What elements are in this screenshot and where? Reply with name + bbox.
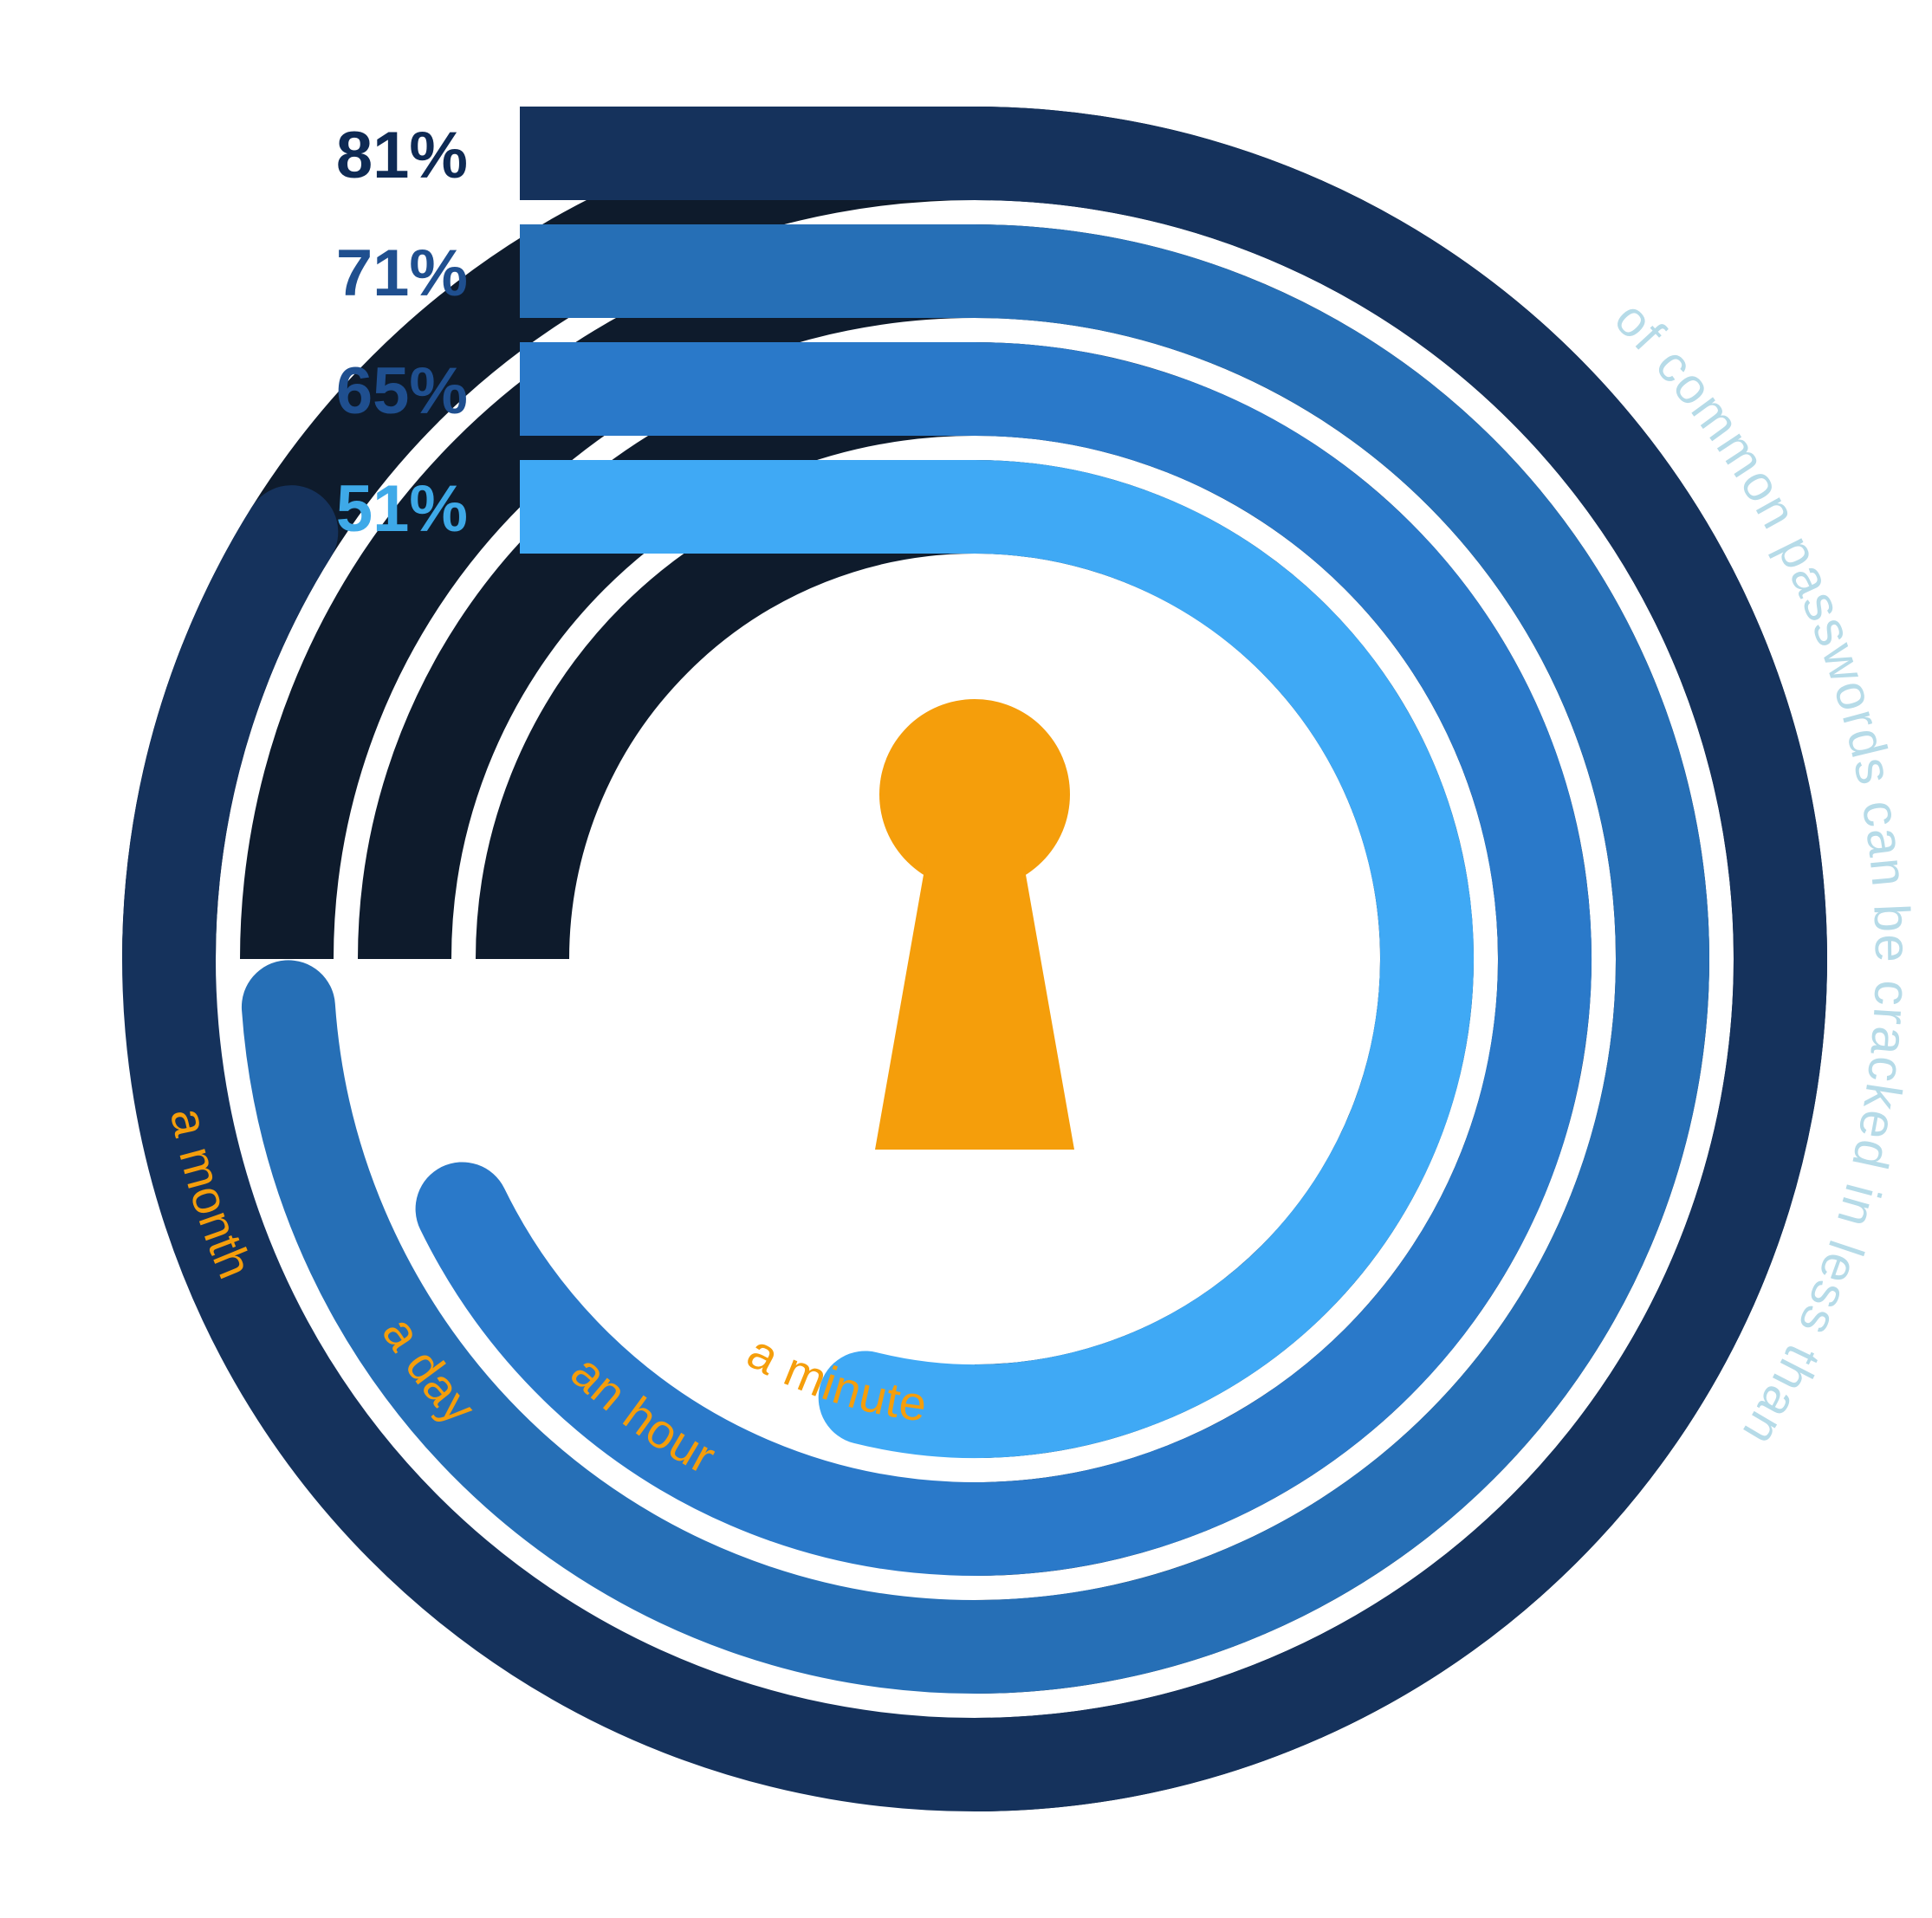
pct-label-hour: 65%: [336, 354, 468, 428]
password-crack-radial-chart: 81%a month71%a day65%an hour51%a minuteo…: [0, 0, 1932, 1918]
pct-label-month: 81%: [336, 119, 468, 192]
pct-label-day: 71%: [336, 237, 468, 310]
pct-label-minute: 51%: [336, 472, 468, 546]
